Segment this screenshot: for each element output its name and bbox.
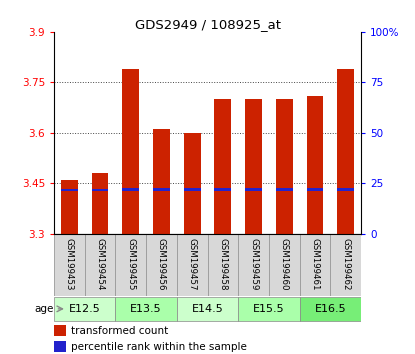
Text: E14.5: E14.5 bbox=[192, 304, 223, 314]
Bar bbox=[61, 189, 78, 192]
Text: GSM199460: GSM199460 bbox=[280, 238, 289, 291]
Bar bbox=[330, 234, 361, 296]
Bar bbox=[276, 99, 293, 234]
Bar bbox=[54, 234, 85, 296]
Bar bbox=[122, 188, 139, 191]
Bar bbox=[184, 133, 200, 234]
Bar bbox=[122, 69, 139, 234]
Bar bbox=[307, 96, 323, 234]
Bar bbox=[238, 234, 269, 296]
Bar bbox=[177, 234, 208, 296]
Text: percentile rank within the sample: percentile rank within the sample bbox=[71, 342, 247, 352]
Bar bbox=[337, 69, 354, 234]
Text: age: age bbox=[34, 304, 54, 314]
Bar bbox=[85, 234, 115, 296]
Bar bbox=[184, 188, 200, 191]
Bar bbox=[92, 189, 108, 192]
Text: E13.5: E13.5 bbox=[130, 304, 162, 314]
Text: E15.5: E15.5 bbox=[253, 304, 285, 314]
Text: GSM199461: GSM199461 bbox=[310, 238, 320, 291]
Bar bbox=[92, 173, 108, 234]
Bar bbox=[245, 188, 262, 191]
Text: E16.5: E16.5 bbox=[315, 304, 346, 314]
Bar bbox=[115, 234, 146, 296]
Text: GSM199457: GSM199457 bbox=[188, 238, 197, 291]
Bar bbox=[238, 297, 300, 321]
Text: GSM199459: GSM199459 bbox=[249, 239, 258, 291]
Bar bbox=[54, 297, 115, 321]
Bar bbox=[153, 130, 170, 234]
Text: GSM199462: GSM199462 bbox=[341, 238, 350, 291]
Bar bbox=[307, 188, 323, 191]
Text: transformed count: transformed count bbox=[71, 326, 168, 336]
Bar bbox=[276, 188, 293, 191]
Bar bbox=[300, 297, 361, 321]
Bar bbox=[245, 99, 262, 234]
Bar bbox=[153, 188, 170, 191]
Text: E12.5: E12.5 bbox=[69, 304, 100, 314]
Text: GSM199454: GSM199454 bbox=[95, 238, 105, 291]
Bar bbox=[146, 234, 177, 296]
Bar bbox=[115, 297, 177, 321]
Bar bbox=[208, 234, 238, 296]
Text: GSM199456: GSM199456 bbox=[157, 238, 166, 291]
Bar bbox=[337, 188, 354, 191]
Bar bbox=[215, 188, 231, 191]
Text: GSM199453: GSM199453 bbox=[65, 238, 74, 291]
Bar bbox=[269, 234, 300, 296]
Bar bbox=[54, 341, 66, 353]
Bar bbox=[300, 234, 330, 296]
Text: GSM199455: GSM199455 bbox=[126, 238, 135, 291]
Bar bbox=[54, 325, 66, 336]
Title: GDS2949 / 108925_at: GDS2949 / 108925_at bbox=[134, 18, 281, 31]
Bar bbox=[215, 99, 231, 234]
Bar bbox=[177, 297, 238, 321]
Text: GSM199458: GSM199458 bbox=[218, 238, 227, 291]
Bar bbox=[61, 180, 78, 234]
